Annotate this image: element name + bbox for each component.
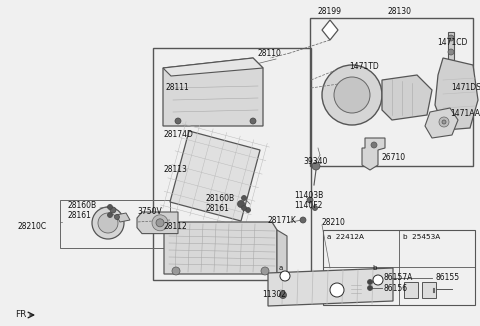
Circle shape: [115, 215, 120, 219]
Text: 26710: 26710: [382, 153, 406, 162]
Text: FR: FR: [15, 310, 26, 319]
Polygon shape: [277, 230, 287, 280]
Circle shape: [110, 207, 116, 213]
Polygon shape: [425, 108, 458, 138]
Circle shape: [373, 275, 383, 285]
Circle shape: [279, 291, 287, 299]
Polygon shape: [137, 212, 178, 234]
Circle shape: [448, 49, 454, 55]
Text: 1471AA: 1471AA: [450, 109, 480, 118]
Text: 28210C: 28210C: [18, 222, 47, 231]
Polygon shape: [362, 138, 385, 170]
Text: 28110: 28110: [258, 49, 282, 58]
Text: 28210: 28210: [322, 218, 346, 227]
Circle shape: [92, 207, 124, 239]
Circle shape: [241, 196, 247, 200]
Circle shape: [312, 162, 320, 170]
Polygon shape: [382, 75, 432, 120]
Text: 28130: 28130: [388, 7, 412, 16]
Circle shape: [156, 219, 164, 227]
Text: 28174D: 28174D: [163, 130, 193, 139]
Text: a  22412A: a 22412A: [327, 234, 364, 240]
Circle shape: [172, 267, 180, 275]
Circle shape: [280, 271, 290, 281]
Text: 28160B: 28160B: [205, 194, 234, 203]
Bar: [272, 274, 282, 280]
Text: a: a: [279, 265, 283, 271]
Bar: [422, 282, 436, 298]
Text: 11302: 11302: [262, 290, 286, 299]
Circle shape: [108, 213, 112, 217]
Circle shape: [238, 200, 244, 208]
Circle shape: [250, 118, 256, 124]
Circle shape: [307, 197, 313, 203]
Text: 28161: 28161: [205, 204, 229, 213]
Polygon shape: [116, 213, 130, 222]
Text: 3750V: 3750V: [137, 207, 162, 216]
Text: 1140F2: 1140F2: [294, 201, 323, 210]
Bar: [153, 48, 311, 280]
Circle shape: [330, 283, 344, 297]
Circle shape: [300, 217, 306, 223]
Text: 1471CD: 1471CD: [437, 38, 468, 47]
Polygon shape: [164, 222, 277, 274]
Circle shape: [334, 77, 370, 113]
Circle shape: [152, 215, 168, 231]
Circle shape: [175, 118, 181, 124]
Circle shape: [241, 205, 247, 211]
Bar: [60, 200, 170, 248]
Circle shape: [371, 142, 377, 148]
Bar: [349, 282, 363, 298]
Circle shape: [108, 204, 112, 210]
Bar: [368, 282, 382, 298]
Text: 39340: 39340: [303, 157, 327, 166]
Text: b: b: [373, 265, 377, 271]
Text: 28161: 28161: [67, 211, 91, 220]
Bar: [310, 18, 473, 166]
Text: 86157A: 86157A: [383, 273, 412, 282]
Text: b  25453A: b 25453A: [403, 234, 440, 240]
Circle shape: [368, 279, 372, 285]
Bar: [323, 230, 475, 305]
Bar: [404, 282, 418, 298]
Text: 28112: 28112: [163, 222, 187, 231]
Polygon shape: [268, 268, 393, 306]
Polygon shape: [435, 58, 478, 130]
Circle shape: [98, 213, 118, 233]
Text: 1471DS: 1471DS: [451, 83, 480, 92]
Text: 28111: 28111: [165, 83, 189, 92]
Text: 28199: 28199: [318, 7, 342, 16]
Polygon shape: [322, 20, 338, 40]
Polygon shape: [170, 131, 260, 221]
Text: 28113: 28113: [163, 165, 187, 174]
Circle shape: [312, 205, 317, 211]
Circle shape: [245, 208, 251, 213]
Circle shape: [448, 35, 454, 41]
Text: 86156: 86156: [383, 284, 407, 293]
Bar: [448, 32, 454, 60]
Text: 1471TD: 1471TD: [349, 62, 379, 71]
Circle shape: [442, 120, 446, 124]
Circle shape: [439, 117, 449, 127]
Text: 28160B: 28160B: [67, 201, 96, 210]
Text: 28171K: 28171K: [268, 216, 297, 225]
Polygon shape: [163, 58, 263, 126]
Text: 86155: 86155: [435, 273, 459, 282]
Polygon shape: [163, 58, 263, 76]
Circle shape: [368, 286, 372, 290]
Text: 11403B: 11403B: [294, 191, 323, 200]
Circle shape: [322, 65, 382, 125]
Circle shape: [261, 267, 269, 275]
